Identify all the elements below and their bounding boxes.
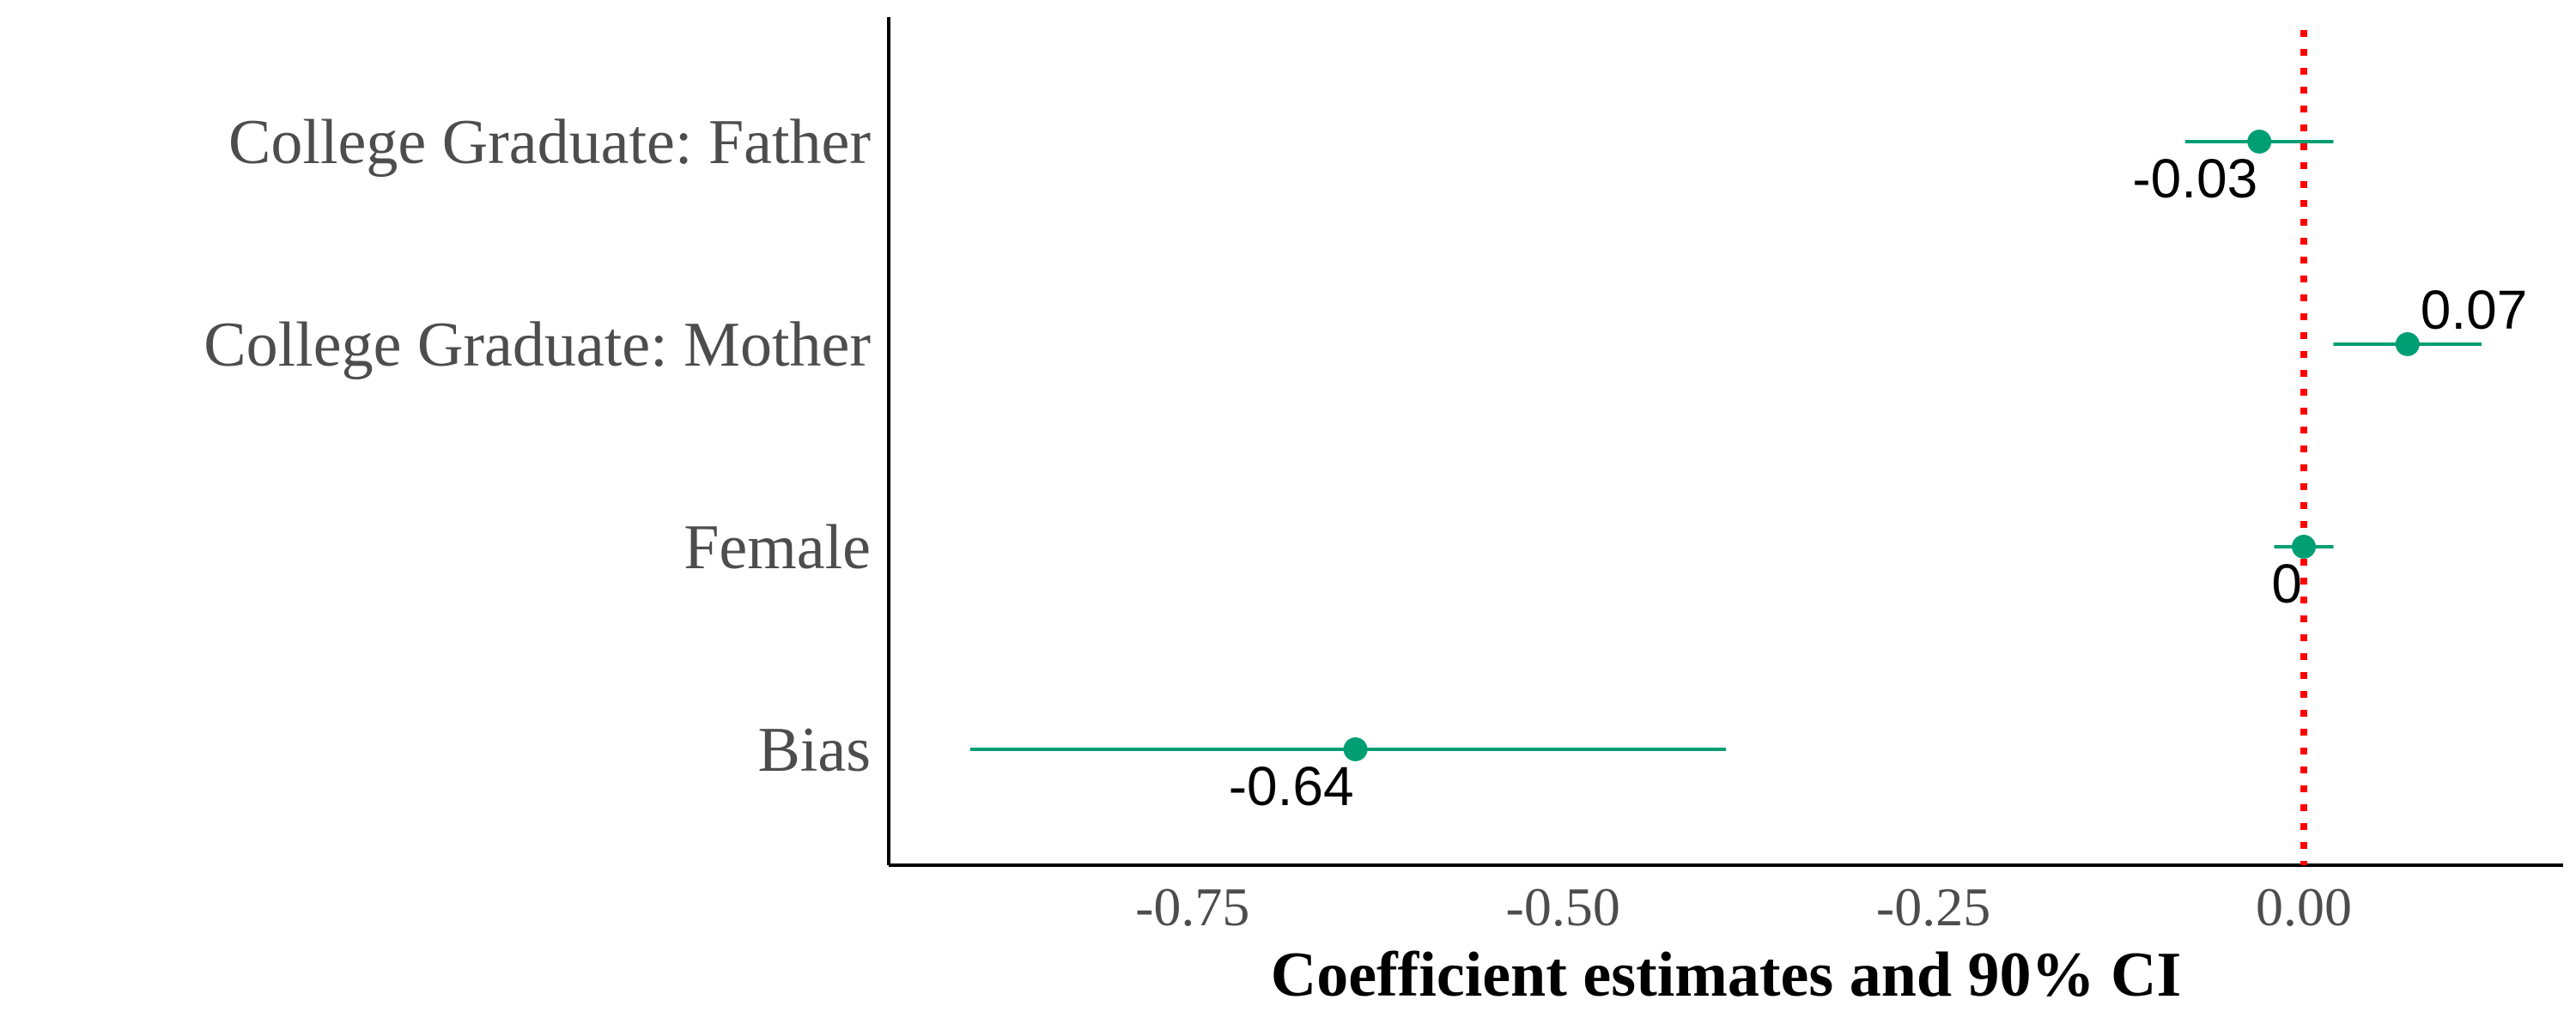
axes (887, 17, 2563, 867)
estimate-point (2292, 535, 2317, 559)
x-tick-label: -0.50 (1506, 876, 1620, 937)
data-label: 0 (2271, 553, 2302, 615)
estimate-point (2395, 332, 2420, 356)
category-label: Female (683, 512, 871, 583)
x-tick-label: 0.00 (2256, 876, 2352, 937)
x-ticks: -0.75 -0.50 -0.25 0.00 (1135, 876, 2352, 937)
category-labels: College Graduate: Father College Graduate… (204, 107, 871, 785)
data-label: -0.64 (1229, 755, 1354, 817)
estimate-point (2247, 130, 2272, 154)
data-label: 0.07 (2421, 279, 2528, 341)
estimate-point (1343, 737, 1368, 761)
category-label: Bias (757, 715, 871, 785)
x-axis-title: Coefficient estimates and 90% CI (1271, 940, 2182, 1010)
data-label: -0.03 (2132, 148, 2257, 209)
x-tick-label: -0.25 (1876, 876, 1990, 937)
category-label: College Graduate: Father (228, 107, 871, 178)
x-tick-label: -0.75 (1135, 876, 1249, 937)
category-label: College Graduate: Mother (204, 310, 871, 380)
chart-marks: -0.03 0.07 0 -0.64 (969, 130, 2528, 817)
